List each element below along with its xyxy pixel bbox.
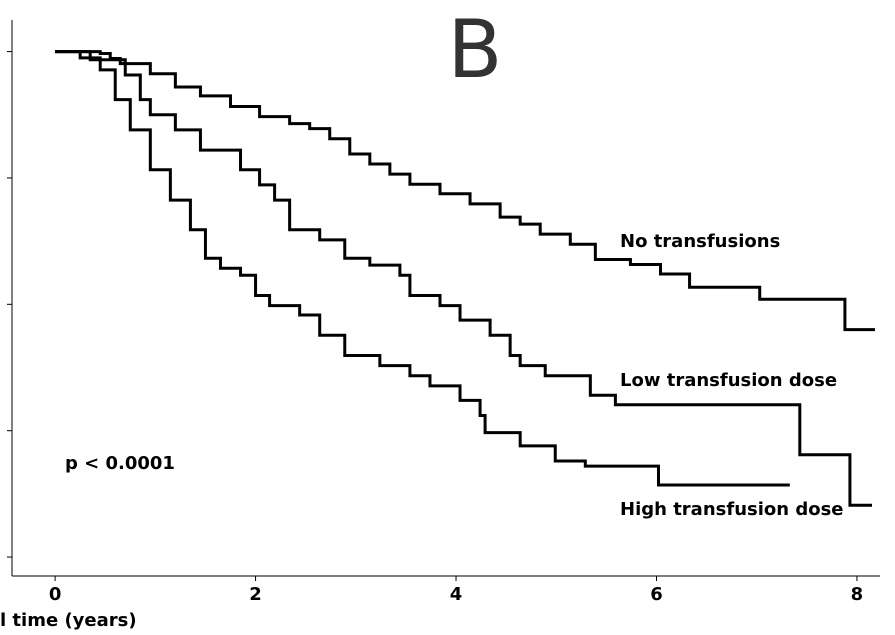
x-tick-label: 4 xyxy=(450,584,463,605)
survival-curve xyxy=(55,50,790,487)
survival-curve xyxy=(55,50,875,332)
survival-curve xyxy=(55,50,872,507)
annotation: p < 0.0001 xyxy=(65,453,175,474)
series-label: No transfusions xyxy=(620,231,780,252)
x-tick-label: 6 xyxy=(650,584,663,605)
x-tick-label: 8 xyxy=(851,584,864,605)
series-label: Low transfusion dose xyxy=(620,370,837,391)
chart-title: B xyxy=(448,3,503,96)
x-tick-label: 2 xyxy=(249,584,262,605)
x-axis-label: l time (years) xyxy=(0,610,137,631)
series-label: High transfusion dose xyxy=(620,499,844,520)
x-tick-label: 0 xyxy=(49,584,62,605)
